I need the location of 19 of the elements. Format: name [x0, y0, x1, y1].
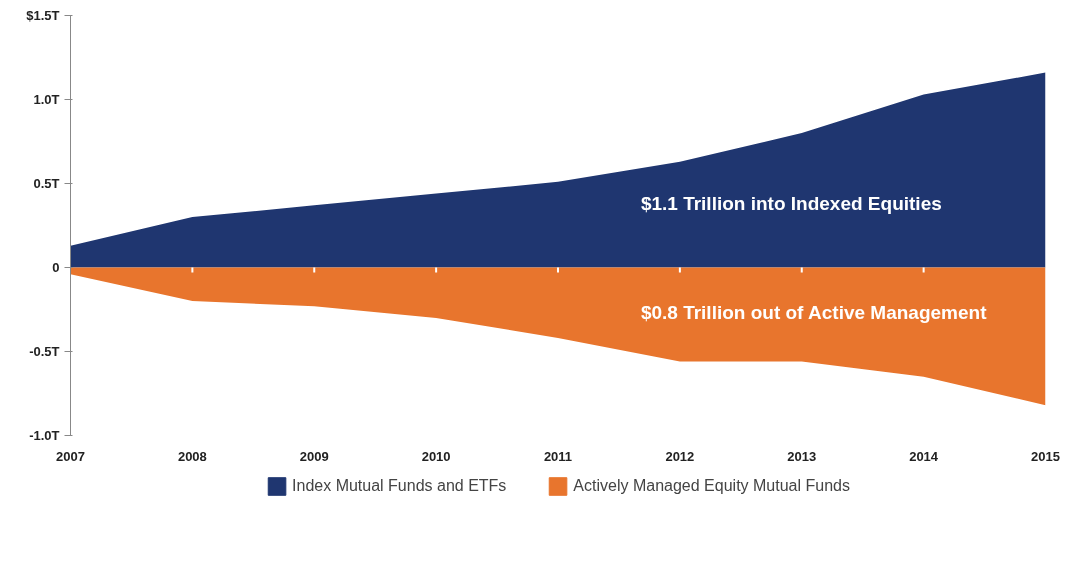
x-tick-label: 2008 [177, 448, 207, 464]
legend-label: Index Mutual Funds and ETFs [292, 476, 507, 495]
x-tick-label: 2007 [56, 448, 85, 464]
x-tick-label: 2012 [665, 448, 695, 464]
y-tick-label: -0.5T [29, 344, 60, 359]
y-tick-label: 1.0T [33, 92, 60, 107]
y-tick-label: -1.0T [29, 428, 60, 443]
annotation: $1.1 Trillion into Indexed Equities [640, 192, 942, 214]
y-tick-label: $1.5T [26, 8, 60, 23]
x-tick-label: 2015 [1031, 448, 1060, 464]
legend-label: Actively Managed Equity Mutual Funds [573, 476, 850, 495]
x-tick-label: 2010 [421, 448, 451, 464]
x-tick-label: 2009 [299, 448, 329, 464]
y-tick-label: 0.5T [33, 176, 60, 191]
x-tick-label: 2013 [787, 448, 817, 464]
y-tick-label: 0 [52, 260, 60, 275]
x-tick-label: 2014 [909, 448, 939, 464]
annotation: $0.8 Trillion out of Active Management [640, 302, 988, 324]
x-tick-label: 2011 [543, 448, 573, 464]
